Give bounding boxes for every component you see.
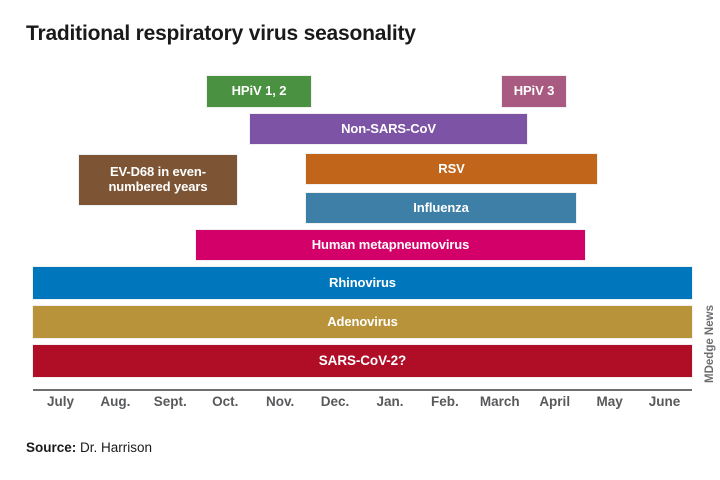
bar-hpiv-3: HPiV 3: [502, 76, 566, 107]
source-label: Source:: [26, 440, 77, 455]
bar-label: HPiV 1, 2: [231, 83, 287, 99]
bar-non-sars-cov: Non-SARS-CoV: [250, 114, 527, 144]
x-tick-jan: Jan.: [376, 394, 404, 409]
bar-ev-d68-in-even-numbered-years: EV-D68 in even- numbered years: [79, 155, 237, 205]
watermark: MDedge News: [702, 296, 718, 392]
x-axis-line: [33, 389, 692, 391]
page-title: Traditional respiratory virus seasonalit…: [26, 22, 416, 45]
x-tick-feb: Feb.: [430, 394, 459, 409]
bar-label: SARS-CoV-2?: [318, 353, 407, 369]
bar-label: Non-SARS-CoV: [341, 120, 436, 136]
x-tick-june: June: [648, 394, 681, 409]
bar-rsv: RSV: [306, 154, 597, 184]
bar-adenovirus: Adenovirus: [33, 306, 692, 338]
source-value: Dr. Harrison: [80, 440, 153, 455]
x-tick-aug: Aug.: [100, 394, 131, 409]
bar-label: Influenza: [413, 199, 469, 215]
x-tick-dec: Dec.: [320, 394, 350, 409]
watermark-label: MDedge News: [704, 305, 716, 383]
bar-label: Human metapneumovirus: [311, 236, 470, 252]
bar-label: Adenovirus: [327, 313, 398, 329]
x-tick-nov: Nov.: [265, 394, 295, 409]
x-axis-tick-labels: July Aug. Sept. Oct. Nov. Dec. Jan. Feb. March Ap…: [33, 394, 692, 420]
x-tick-sept: Sept.: [153, 394, 187, 409]
x-tick-may: May: [596, 394, 623, 409]
bar-human-metapneumovirus: Human metapneumovirus: [196, 230, 585, 260]
bar-label: HPiV 3: [513, 83, 555, 99]
bar-hpiv-1-2: HPiV 1, 2: [207, 76, 311, 107]
x-tick-july: July: [46, 394, 74, 409]
x-tick-march: March: [479, 394, 520, 409]
bar-influenza: Influenza: [306, 193, 576, 223]
source-note: Source: Dr. Harrison: [26, 440, 152, 455]
bar-rhinovirus: Rhinovirus: [33, 267, 692, 299]
bar-label: RSV: [438, 160, 465, 176]
plot-area: HPiV 1, 2 HPiV 3 Non-SARS-CoV EV-D68 in eve…: [0, 64, 720, 389]
bar-sars-cov-2: SARS-CoV-2?: [33, 345, 692, 377]
bar-label: Rhinovirus: [329, 274, 396, 290]
bar-label: EV-D68 in even- numbered years: [108, 164, 208, 194]
x-tick-april: April: [539, 394, 571, 409]
x-tick-oct: Oct.: [212, 394, 239, 409]
